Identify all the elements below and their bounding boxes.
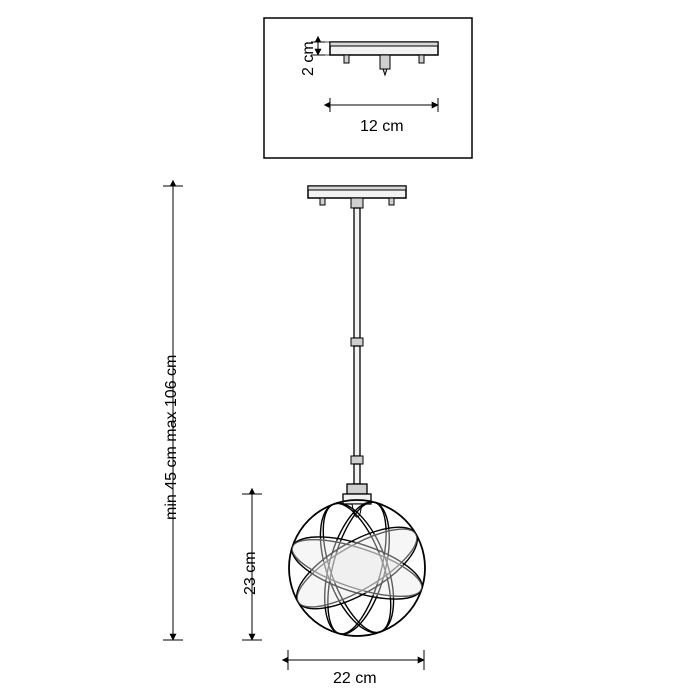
dimension-drawing: 2 cm 12 cm min 45 cm max 106 cm 23 cm 22…	[0, 0, 700, 700]
drawing-svg	[0, 0, 700, 700]
globe	[285, 494, 429, 642]
label-canopy-width: 12 cm	[360, 118, 404, 136]
top-detail-box	[264, 18, 472, 158]
dim-globe-width	[288, 650, 424, 670]
canopy-detail	[330, 42, 438, 75]
canopy-main	[308, 186, 406, 208]
pendant-lamp	[285, 186, 429, 642]
label-globe-width: 22 cm	[333, 670, 377, 688]
rod	[351, 208, 363, 484]
label-total-height: min 45 cm max 106 cm	[163, 355, 181, 520]
label-canopy-height: 2 cm	[300, 41, 318, 76]
label-globe-height: 23 cm	[242, 551, 260, 595]
dim-canopy-width	[330, 98, 438, 112]
